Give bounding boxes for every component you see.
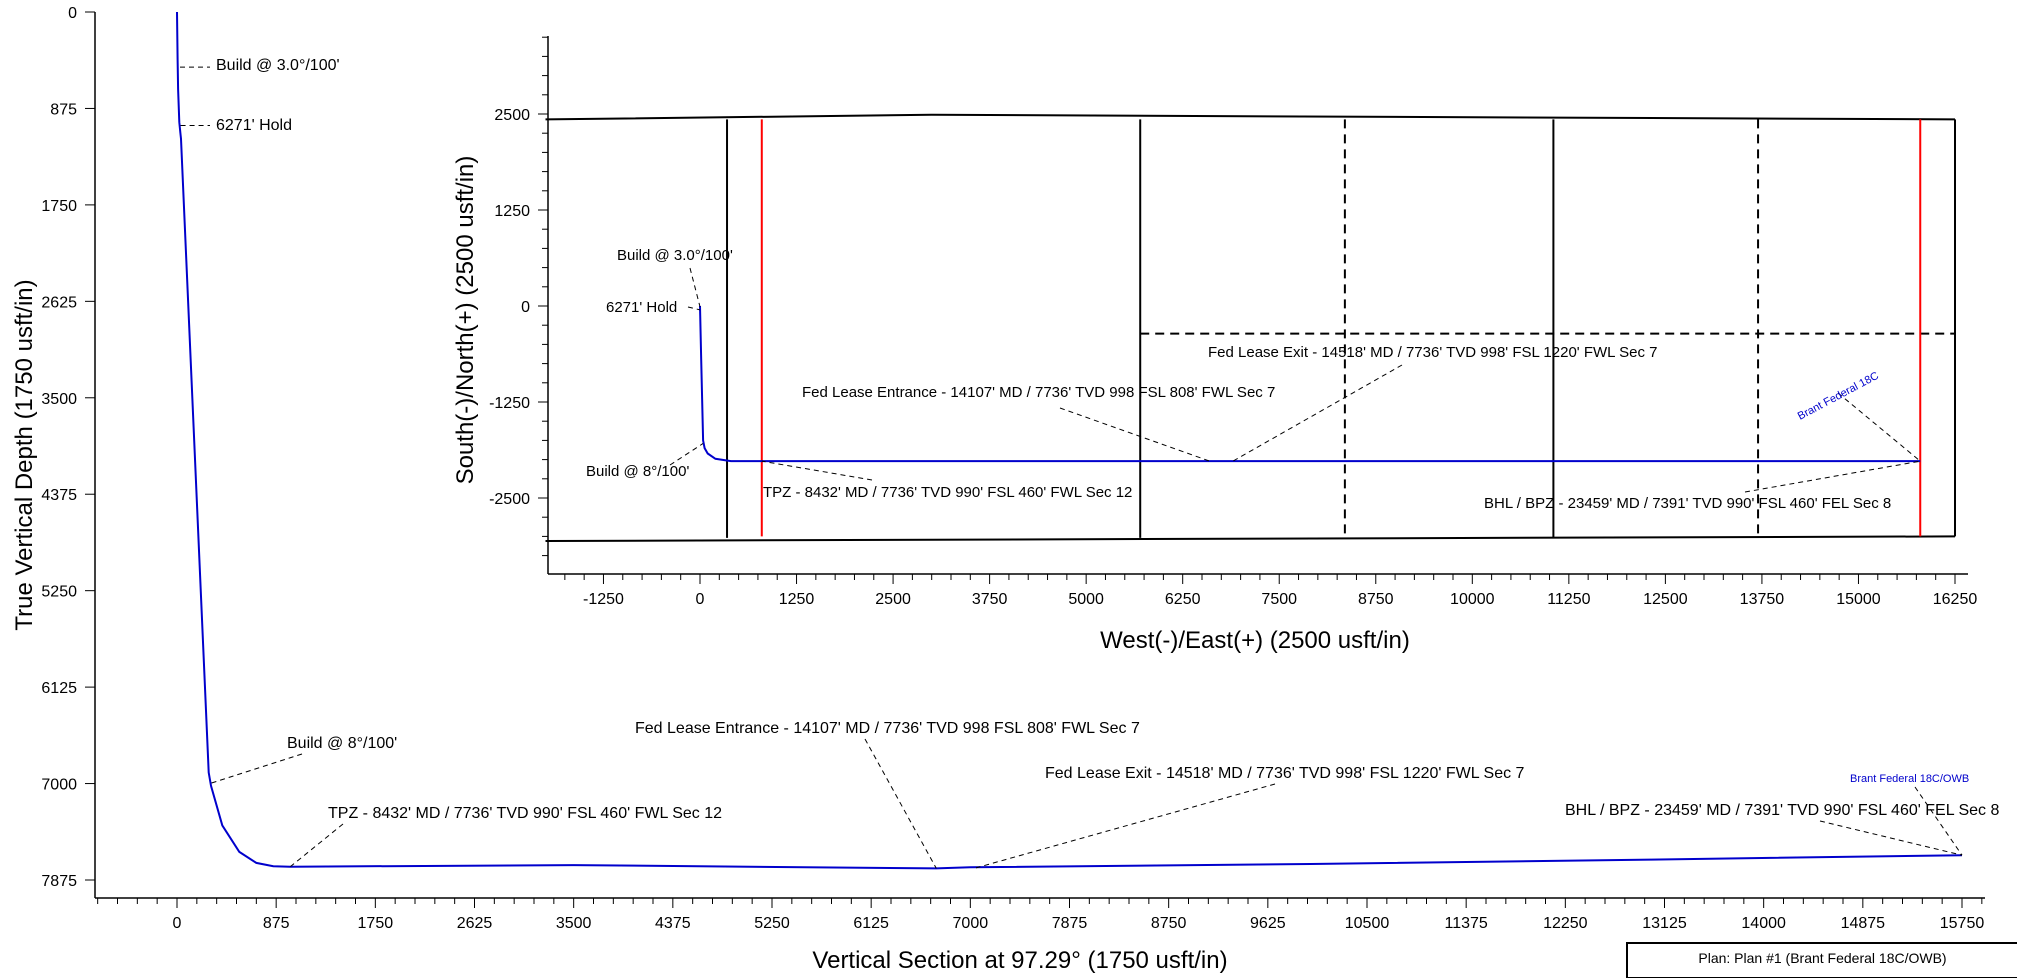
annotation-label: 6271' Hold: [606, 299, 677, 316]
x-tick-label: 9625: [1250, 915, 1286, 932]
y-tick-label: 7875: [41, 873, 77, 890]
x-tick-label: 0: [696, 591, 705, 608]
section-boundary-line: [545, 535, 1956, 542]
x-tick-label: 11250: [1547, 591, 1590, 608]
y-axis-label: True Vertical Depth (1750 usft/in): [11, 279, 38, 630]
x-tick-label: 15750: [1940, 915, 1985, 932]
x-tick-label: 6125: [853, 915, 889, 932]
x-tick-label: 5000: [1068, 591, 1104, 608]
annotation-leader: [864, 738, 937, 869]
plan-view-chart: -1250 0 1250 2500 3750 5000 6250 7500 8750 10000 1…: [452, 36, 1977, 654]
annotation-label: Build @ 3.0°/100': [617, 247, 733, 264]
annotation-label: Fed Lease Exit - 14518' MD / 7736' TVD 9…: [1208, 344, 1657, 361]
vertical-section-chart: 0 875 1750 2625 3500 4375 5250 6125 7000 7875 8750…: [11, 5, 1999, 974]
y-tick-label: 2500: [494, 107, 530, 124]
x-tick-label: 10500: [1345, 915, 1390, 932]
annotation-leader: [1744, 460, 1921, 493]
plan-info-box: Plan: Plan #1 (Brant Federal 18C/OWB): [1626, 942, 2017, 978]
x-tick-label: 3500: [556, 915, 592, 932]
annotation-label: BHL / BPZ - 23459' MD / 7391' TVD 990' F…: [1565, 802, 1999, 819]
annotation-label: Fed Lease Entrance - 14107' MD / 7736' T…: [802, 384, 1275, 401]
x-tick-label: 11375: [1445, 915, 1488, 932]
x-tick-label: 16250: [1933, 591, 1978, 608]
x-tick-label: 8750: [1151, 915, 1187, 932]
annotation-leader: [1819, 820, 1963, 856]
annotation-label: TPZ - 8432' MD / 7736' TVD 990' FSL 460'…: [763, 484, 1132, 501]
y-tick-label: 7000: [41, 777, 77, 794]
x-tick-label: 14000: [1741, 915, 1786, 932]
x-tick-label: 5250: [754, 915, 790, 932]
x-tick-label: -1250: [583, 591, 624, 608]
y-tick-label: 2625: [41, 294, 77, 311]
annotation-label: Brant Federal 18C/OWB: [1850, 773, 1969, 785]
annotation-leader: [209, 753, 303, 785]
x-tick-label: 2500: [875, 591, 911, 608]
annotation-label: Fed Lease Entrance - 14107' MD / 7736' T…: [635, 720, 1140, 737]
x-tick-label: 3750: [972, 591, 1008, 608]
y-tick-label: 5250: [41, 584, 77, 601]
y-tick-label: 0: [68, 5, 77, 22]
plan-box-divider: [1628, 977, 2017, 978]
x-tick-label: 4375: [655, 915, 691, 932]
plan-title: Plan: Plan #1 (Brant Federal 18C/OWB): [1698, 950, 1947, 966]
annotation-leader: [975, 783, 1276, 869]
x-tick-label: 13750: [1740, 591, 1785, 608]
x-tick-label: 1750: [358, 915, 394, 932]
annotation-label: BHL / BPZ - 23459' MD / 7391' TVD 990' F…: [1484, 495, 1891, 512]
y-tick-label: 1250: [494, 203, 530, 220]
x-tick-label: 0: [173, 915, 182, 932]
x-tick-label: 7875: [1052, 915, 1088, 932]
annotation-leader: [290, 823, 344, 868]
x-axis-label: West(-)/East(+) (2500 usft/in): [1100, 627, 1410, 654]
x-tick-label: 875: [263, 915, 290, 932]
annotation-leader: [1232, 364, 1403, 462]
y-axis-label: South(-)/North(+) (2500 usft/in): [452, 156, 479, 485]
well-path-line: [176, 11, 1963, 870]
annotation-label: Build @ 8°/100': [586, 463, 689, 480]
annotation-label: Build @ 3.0°/100': [216, 57, 340, 74]
y-tick-label: 875: [50, 101, 77, 118]
y-tick-label: 3500: [41, 391, 77, 408]
section-boundary-line: [545, 113, 1956, 121]
x-tick-label: 13125: [1642, 915, 1687, 932]
x-tick-label: 2625: [457, 915, 493, 932]
x-tick-label: 14875: [1841, 915, 1886, 932]
annotation-leader: [1914, 786, 1963, 856]
y-tick-label: 6125: [41, 680, 77, 697]
x-axis-label: Vertical Section at 97.29° (1750 usft/in…: [812, 947, 1227, 974]
inset-background: [440, 25, 1987, 655]
y-tick-label: 1750: [41, 198, 77, 215]
annotation-label: TPZ - 8432' MD / 7736' TVD 990' FSL 460'…: [328, 805, 722, 822]
x-tick-label: 12500: [1643, 591, 1688, 608]
x-tick-label: 10000: [1450, 591, 1495, 608]
x-tick-label: 8750: [1358, 591, 1394, 608]
annotation-leader: [689, 267, 701, 307]
annotation-leader: [761, 460, 873, 481]
annotation-leader: [669, 443, 704, 466]
x-tick-label: 7500: [1261, 591, 1297, 608]
annotation-leader: [687, 306, 701, 311]
y-tick-label: -2500: [489, 491, 530, 508]
well-path-line: [699, 305, 1921, 463]
annotation-label: Fed Lease Exit - 14518' MD / 7736' TVD 9…: [1045, 765, 1525, 782]
annotation-label: Build @ 8°/100': [287, 735, 397, 752]
x-tick-label: 1250: [779, 591, 815, 608]
x-tick-label: 6250: [1165, 591, 1201, 608]
x-tick-label: 12250: [1543, 915, 1588, 932]
y-tick-label: 0: [521, 299, 530, 316]
y-tick-label: -1250: [489, 395, 530, 412]
x-tick-label: 15000: [1836, 591, 1881, 608]
annotation-label: 6271' Hold: [216, 117, 292, 134]
y-tick-label: 4375: [41, 487, 77, 504]
x-tick-label: 7000: [953, 915, 989, 932]
